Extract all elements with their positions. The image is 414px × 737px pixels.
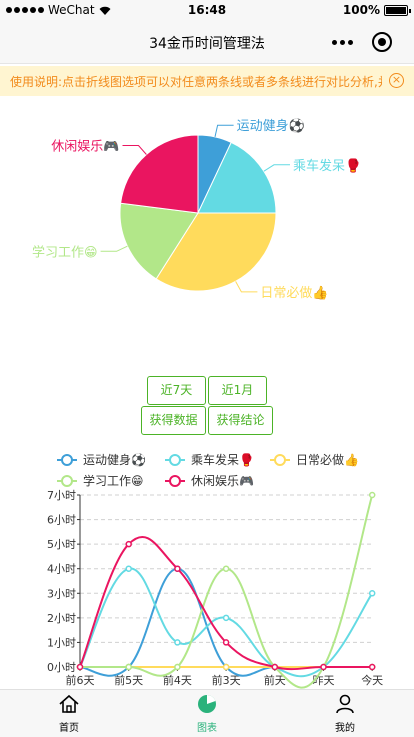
pie-slice[interactable] — [197, 141, 277, 214]
pie-slice[interactable] — [120, 134, 199, 214]
pie-label: 日常必做👍 — [260, 285, 328, 301]
data-point[interactable] — [222, 663, 230, 671]
y-tick-label: 1小时 — [47, 636, 76, 649]
tab-chart[interactable]: 图表 — [167, 694, 247, 734]
data-point[interactable] — [174, 565, 181, 572]
navigation-bar: 34金币时间管理法 — [0, 20, 414, 64]
legend-marker-icon — [270, 453, 290, 466]
data-point[interactable] — [222, 639, 230, 646]
y-tick-label: 4小时 — [47, 563, 76, 576]
get-conclusion-button[interactable]: 获得结论 — [208, 406, 273, 435]
menu-capsule — [324, 29, 396, 55]
legend-item-study[interactable]: 学习工作😁 — [57, 472, 144, 489]
last-7-days-button[interactable]: 近7天 — [147, 376, 206, 405]
wifi-icon — [99, 6, 111, 15]
carrier-name: WeChat — [48, 3, 95, 17]
x-tick-label: 前4天 — [163, 673, 192, 687]
pie-label: 休闲娱乐🎮 — [51, 139, 119, 154]
usage-notice: 使用说明:点击折线图选项可以对任意两条线或者多条线进行对比分析,并 × — [0, 66, 414, 96]
y-tick-label: 0小时 — [47, 661, 76, 674]
x-tick-label: 前天 — [264, 673, 286, 687]
data-point[interactable] — [174, 663, 181, 671]
pie-label-line — [214, 124, 234, 138]
series-line[interactable] — [79, 567, 374, 678]
tab-home[interactable]: 首页 — [29, 694, 109, 734]
series-line[interactable] — [80, 494, 374, 689]
home-icon — [59, 694, 79, 713]
y-tick-label: 2小时 — [47, 612, 76, 625]
data-point[interactable] — [125, 663, 132, 671]
pie-label: 运动健身⚽ — [237, 118, 305, 134]
data-point[interactable] — [271, 663, 279, 671]
tab-label: 我的 — [335, 723, 355, 734]
legend-marker-icon — [57, 453, 77, 466]
legend-item-commute[interactable]: 乘车发呆🥊 — [165, 451, 254, 468]
notice-text: 使用说明:点击折线图选项可以对任意两条线或者多条线进行对比分析,并 — [10, 75, 382, 89]
status-bar: WeChat 16:48 100% — [0, 0, 414, 20]
legend-marker-icon — [165, 453, 185, 466]
pie-label: 学习工作😁 — [32, 244, 98, 260]
data-point[interactable] — [125, 565, 132, 572]
x-tick-label: 今天 — [361, 673, 383, 687]
data-point[interactable] — [222, 614, 230, 622]
legend-item-daily[interactable]: 日常必做👍 — [270, 451, 359, 468]
pie-label: 乘车发呆🥊 — [293, 158, 361, 174]
page-title: 34金币时间管理法 — [149, 36, 265, 52]
legend-item-sport[interactable]: 运动健身⚽ — [57, 451, 146, 468]
legend-item-leisure[interactable]: 休闲娱乐🎮 — [165, 472, 254, 489]
data-point[interactable] — [368, 590, 376, 597]
notice-close-icon[interactable]: × — [389, 73, 404, 88]
data-point[interactable] — [368, 663, 376, 671]
legend-marker-icon — [165, 474, 185, 487]
data-point[interactable] — [174, 639, 181, 646]
y-tick-label: 5小时 — [47, 538, 76, 551]
y-tick-label: 3小时 — [47, 587, 76, 600]
pie-label-line — [263, 164, 290, 172]
series-line[interactable] — [79, 567, 373, 677]
pie-slice[interactable] — [119, 202, 199, 280]
last-1-month-button[interactable]: 近1月 — [208, 376, 267, 405]
tab-label: 图表 — [197, 723, 217, 734]
carrier-group: WeChat — [6, 3, 111, 17]
battery-icon — [384, 4, 411, 16]
more-options-icon[interactable] — [324, 39, 353, 45]
x-tick-label: 昨天 — [313, 674, 335, 687]
tab-mine[interactable]: 我的 — [305, 694, 385, 734]
time-pie-chart[interactable]: 运动健身⚽ 乘车发呆🥊 日常必做👍 学习工作😁 休闲娱乐🎮 — [0, 100, 414, 340]
tab-label: 首页 — [59, 723, 79, 734]
x-tick-label: 前6天 — [66, 673, 95, 687]
series-line[interactable] — [79, 536, 373, 671]
data-point[interactable] — [320, 663, 327, 671]
legend-label: 乘车发呆🥊 — [191, 453, 254, 467]
pie-label-line — [122, 145, 147, 155]
y-tick-label: 6小时 — [47, 514, 76, 527]
legend-marker-icon — [57, 474, 77, 487]
person-icon — [336, 694, 354, 714]
legend-label: 运动健身⚽ — [83, 453, 146, 467]
legend-label: 日常必做👍 — [296, 453, 359, 467]
legend-label: 学习工作😁 — [83, 474, 144, 488]
signal-strength-icon — [6, 7, 44, 13]
pie-label-line — [235, 281, 258, 293]
legend-label: 休闲娱乐🎮 — [191, 474, 254, 488]
y-tick-label: 7小时 — [47, 489, 76, 502]
data-point[interactable] — [76, 663, 84, 671]
pie-chart-icon — [198, 695, 216, 713]
x-tick-label: 前5天 — [114, 673, 143, 687]
status-time: 16:48 — [187, 3, 227, 17]
data-point[interactable] — [222, 565, 230, 572]
pie-label-line — [100, 245, 128, 252]
x-tick-label: 前3天 — [212, 673, 241, 687]
data-point[interactable] — [125, 540, 132, 548]
battery-percent: 100% — [342, 3, 380, 17]
get-data-button[interactable]: 获得数据 — [141, 406, 206, 435]
tab-bar: 首页 图表 我的 — [0, 689, 414, 737]
close-miniprogram-icon[interactable] — [372, 32, 392, 52]
data-point[interactable] — [368, 491, 376, 499]
battery-group: 100% — [342, 3, 411, 17]
